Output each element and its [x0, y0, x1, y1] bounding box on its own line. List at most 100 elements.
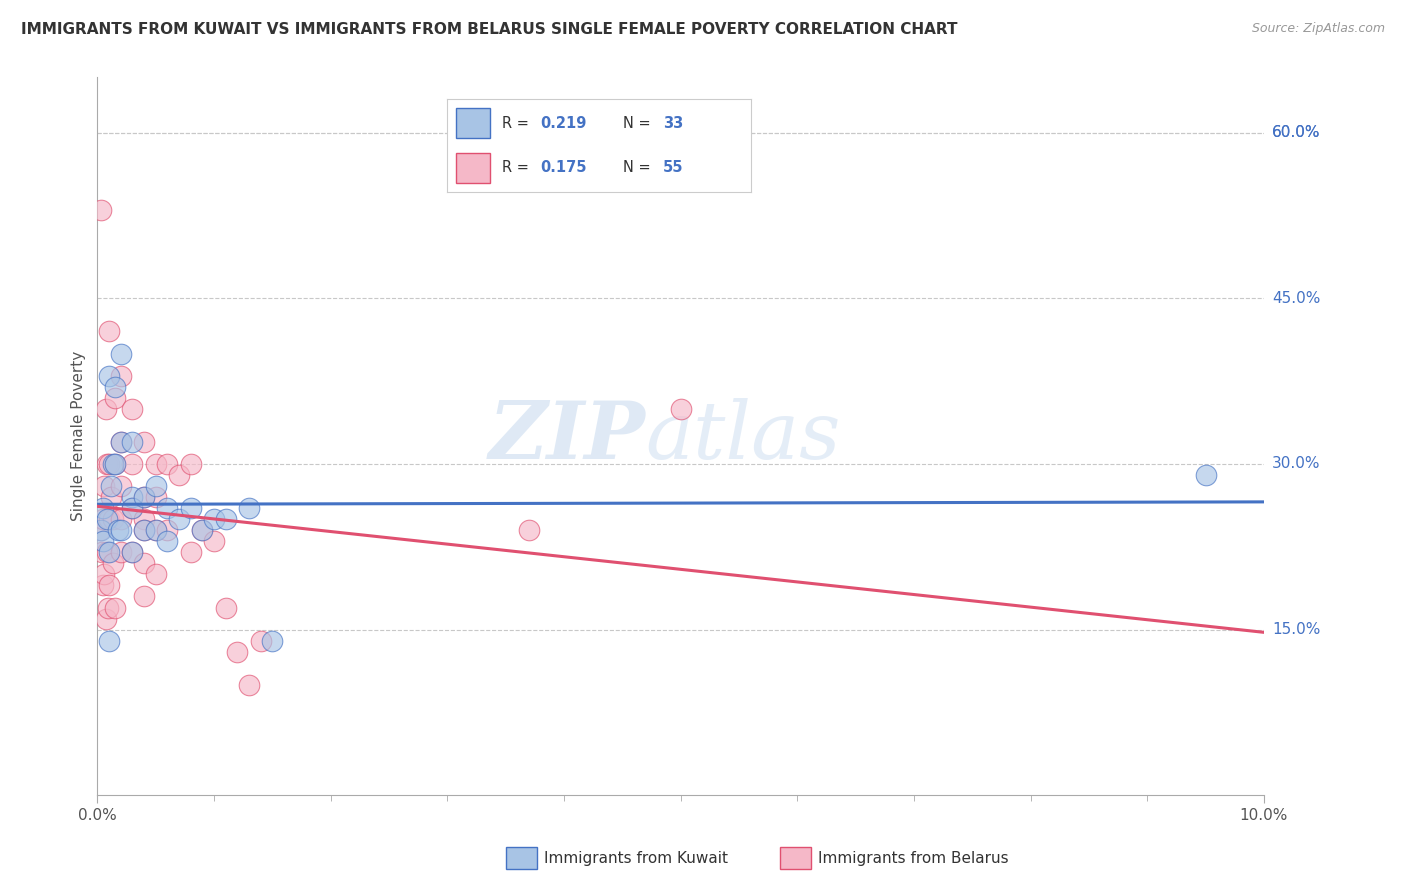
Point — [156, 501, 179, 516]
Point — [110, 368, 132, 383]
Point — [101, 457, 124, 471]
Text: Immigrants from Kuwait: Immigrants from Kuwait — [544, 851, 728, 865]
Text: ZIP: ZIP — [489, 398, 645, 475]
Point — [100, 490, 122, 504]
Point — [145, 567, 167, 582]
Text: atlas: atlas — [645, 398, 841, 475]
Point — [98, 457, 121, 471]
Point — [104, 600, 127, 615]
Text: 15.0%: 15.0% — [1272, 622, 1320, 637]
Point — [98, 633, 121, 648]
Point — [156, 534, 179, 549]
Point — [121, 457, 143, 471]
Point — [93, 479, 115, 493]
Point — [167, 468, 190, 483]
Point — [110, 523, 132, 537]
Point — [145, 457, 167, 471]
Point — [104, 379, 127, 393]
Point — [110, 479, 132, 493]
Point — [202, 534, 225, 549]
Point — [132, 523, 155, 537]
Point — [180, 501, 202, 516]
Point — [110, 346, 132, 360]
Point — [97, 600, 120, 615]
Point — [145, 523, 167, 537]
Point — [121, 545, 143, 559]
Point — [191, 523, 214, 537]
Point — [132, 490, 155, 504]
Point — [121, 501, 143, 516]
Point — [121, 545, 143, 559]
Point — [180, 545, 202, 559]
Point — [101, 512, 124, 526]
Point — [91, 512, 114, 526]
Point — [104, 391, 127, 405]
Point — [110, 434, 132, 449]
Point — [121, 401, 143, 416]
Text: 45.0%: 45.0% — [1272, 291, 1320, 306]
Point — [110, 434, 132, 449]
Point — [226, 645, 249, 659]
Point — [145, 490, 167, 504]
Point — [91, 534, 114, 549]
Text: Source: ZipAtlas.com: Source: ZipAtlas.com — [1251, 22, 1385, 36]
Text: 30.0%: 30.0% — [1272, 457, 1320, 472]
Point — [132, 590, 155, 604]
Point — [191, 523, 214, 537]
Point — [91, 545, 114, 559]
Point — [249, 633, 271, 648]
Point — [669, 401, 692, 416]
Point — [238, 501, 260, 516]
Point — [121, 501, 143, 516]
Point — [145, 479, 167, 493]
Point — [94, 611, 117, 625]
Point — [121, 434, 143, 449]
Point — [517, 523, 540, 537]
Point — [100, 479, 122, 493]
Text: Immigrants from Belarus: Immigrants from Belarus — [818, 851, 1010, 865]
Point — [94, 401, 117, 416]
Point — [121, 490, 143, 504]
Point — [91, 501, 114, 516]
Point — [98, 512, 121, 526]
Y-axis label: Single Female Poverty: Single Female Poverty — [72, 351, 86, 522]
Point — [132, 523, 155, 537]
Point — [90, 523, 112, 537]
Point — [91, 578, 114, 592]
Text: 60.0%: 60.0% — [1272, 125, 1320, 140]
Point — [202, 512, 225, 526]
Text: IMMIGRANTS FROM KUWAIT VS IMMIGRANTS FROM BELARUS SINGLE FEMALE POVERTY CORRELAT: IMMIGRANTS FROM KUWAIT VS IMMIGRANTS FRO… — [21, 22, 957, 37]
Point — [96, 512, 118, 526]
Point — [98, 545, 121, 559]
Point — [107, 523, 129, 537]
Point — [167, 512, 190, 526]
Point — [98, 368, 121, 383]
Point — [1194, 468, 1216, 483]
Point — [98, 578, 121, 592]
Point — [90, 202, 112, 217]
Point — [1369, 666, 1392, 681]
Point — [110, 512, 132, 526]
Point — [104, 457, 127, 471]
Point — [156, 457, 179, 471]
Point — [104, 457, 127, 471]
Point — [110, 545, 132, 559]
Point — [145, 523, 167, 537]
Point — [132, 512, 155, 526]
Point — [93, 567, 115, 582]
Point — [101, 557, 124, 571]
Point — [96, 545, 118, 559]
Point — [156, 523, 179, 537]
Point — [180, 457, 202, 471]
Text: 60.0%: 60.0% — [1272, 125, 1320, 140]
Point — [238, 678, 260, 692]
Point — [96, 457, 118, 471]
Point — [132, 434, 155, 449]
Point — [215, 600, 238, 615]
Point — [132, 557, 155, 571]
Point — [98, 325, 121, 339]
Point — [132, 490, 155, 504]
Point — [215, 512, 238, 526]
Point — [262, 633, 284, 648]
Point — [89, 523, 111, 537]
